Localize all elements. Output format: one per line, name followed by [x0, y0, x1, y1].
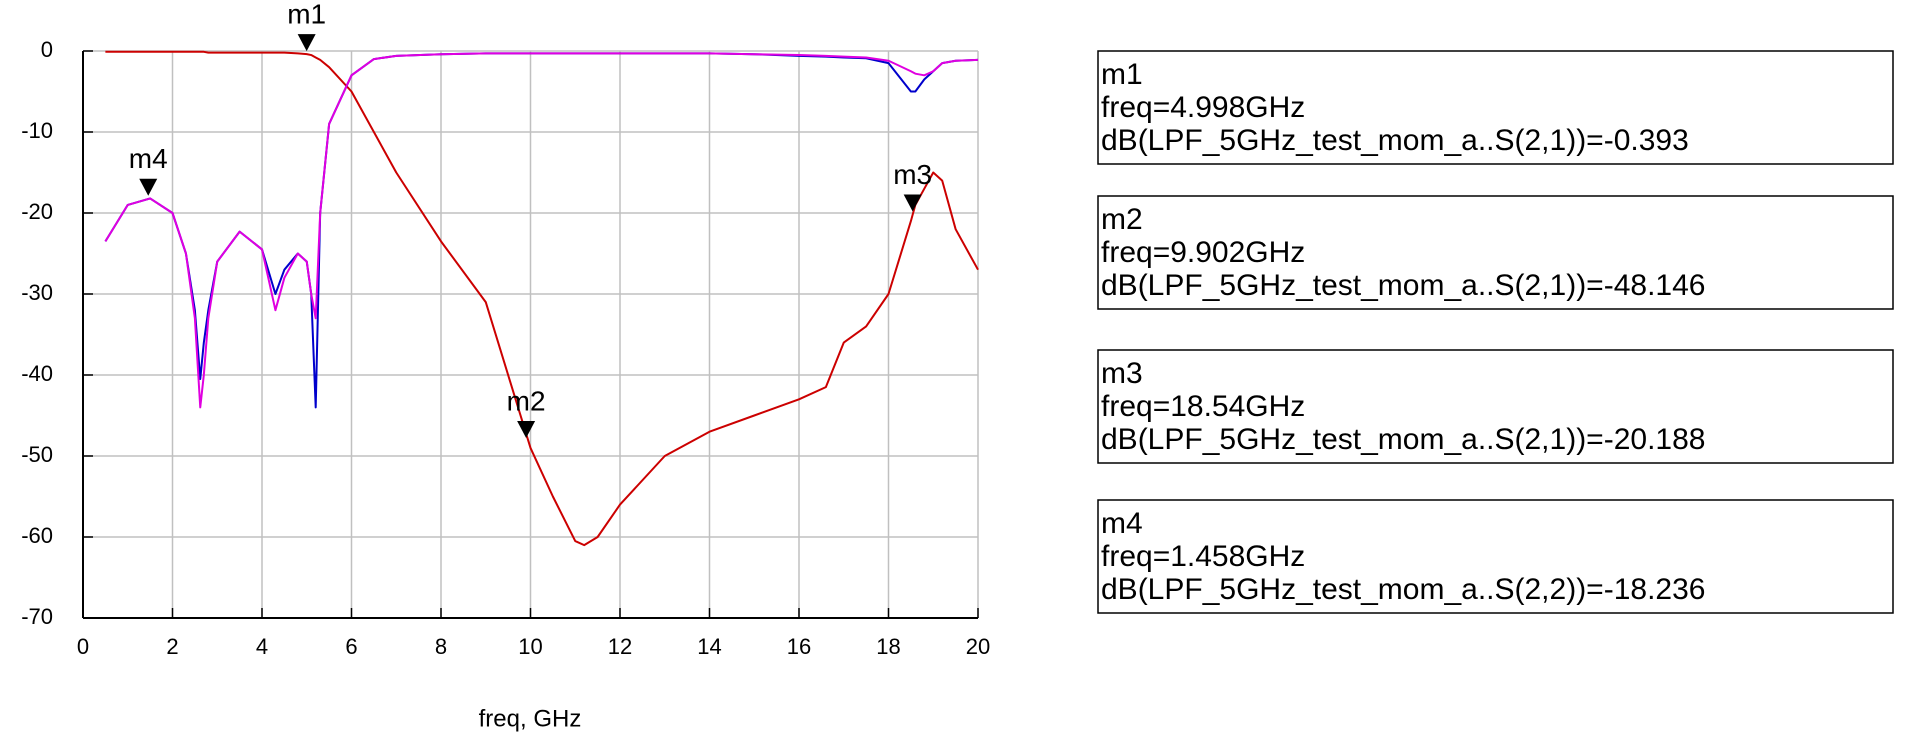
x-tick-label: 14: [697, 634, 721, 659]
x-tick-label: 10: [518, 634, 542, 659]
x-tick-label: 6: [345, 634, 357, 659]
y-tick-label: 0: [41, 37, 53, 62]
x-tick-label: 0: [77, 634, 89, 659]
marker-box-line: freq=4.998GHz: [1101, 91, 1305, 124]
y-tick-label: -20: [21, 199, 53, 224]
marker-box: [1097, 195, 1894, 310]
y-tick-label: -40: [21, 361, 53, 386]
x-tick-label: 16: [787, 634, 811, 659]
series-line: [105, 50, 979, 547]
marker-label: m1: [287, 0, 326, 30]
marker: [903, 194, 922, 212]
y-tick-label: -30: [21, 280, 53, 305]
marker-box-line: dB(LPF_5GHz_test_mom_a..S(2,1))=-20.188: [1101, 423, 1705, 456]
marker-box-line: dB(LPF_5GHz_test_mom_a..S(2,1))=-0.393: [1101, 124, 1689, 157]
marker: [517, 420, 536, 438]
marker-box: [1097, 499, 1894, 614]
x-tick-label: 2: [166, 634, 178, 659]
marker-label: m2: [507, 385, 546, 416]
series-line: [104, 52, 979, 409]
y-tick-label: -60: [21, 523, 53, 548]
marker-box: [1097, 349, 1894, 464]
marker-box-line: freq=1.458GHz: [1101, 540, 1305, 573]
marker-box-line: freq=9.902GHz: [1101, 236, 1305, 269]
marker-label: m4: [129, 143, 168, 174]
x-tick-label: 18: [876, 634, 900, 659]
marker-box-line: dB(LPF_5GHz_test_mom_a..S(2,2))=-18.236: [1101, 573, 1705, 606]
x-tick-label: 20: [966, 634, 990, 659]
marker: [297, 34, 316, 52]
y-tick-label: -70: [21, 604, 53, 629]
y-tick-label: -50: [21, 442, 53, 467]
x-tick-label: 8: [435, 634, 447, 659]
series-line: [104, 52, 979, 409]
marker-box-title: m1: [1101, 58, 1143, 91]
marker-box: [1097, 50, 1894, 165]
x-tick-label: 12: [608, 634, 632, 659]
marker-box-line: dB(LPF_5GHz_test_mom_a..S(2,1))=-48.146: [1101, 269, 1705, 302]
y-tick-label: -10: [21, 118, 53, 143]
marker-box-title: m2: [1101, 203, 1143, 236]
x-axis-label: freq, GHz: [479, 705, 582, 732]
x-tick-label: 4: [256, 634, 268, 659]
marker-box-line: freq=18.54GHz: [1101, 390, 1305, 423]
marker-box-title: m4: [1101, 507, 1143, 540]
marker-label: m3: [893, 159, 932, 190]
marker: [139, 178, 158, 196]
marker-box-title: m3: [1101, 357, 1143, 390]
